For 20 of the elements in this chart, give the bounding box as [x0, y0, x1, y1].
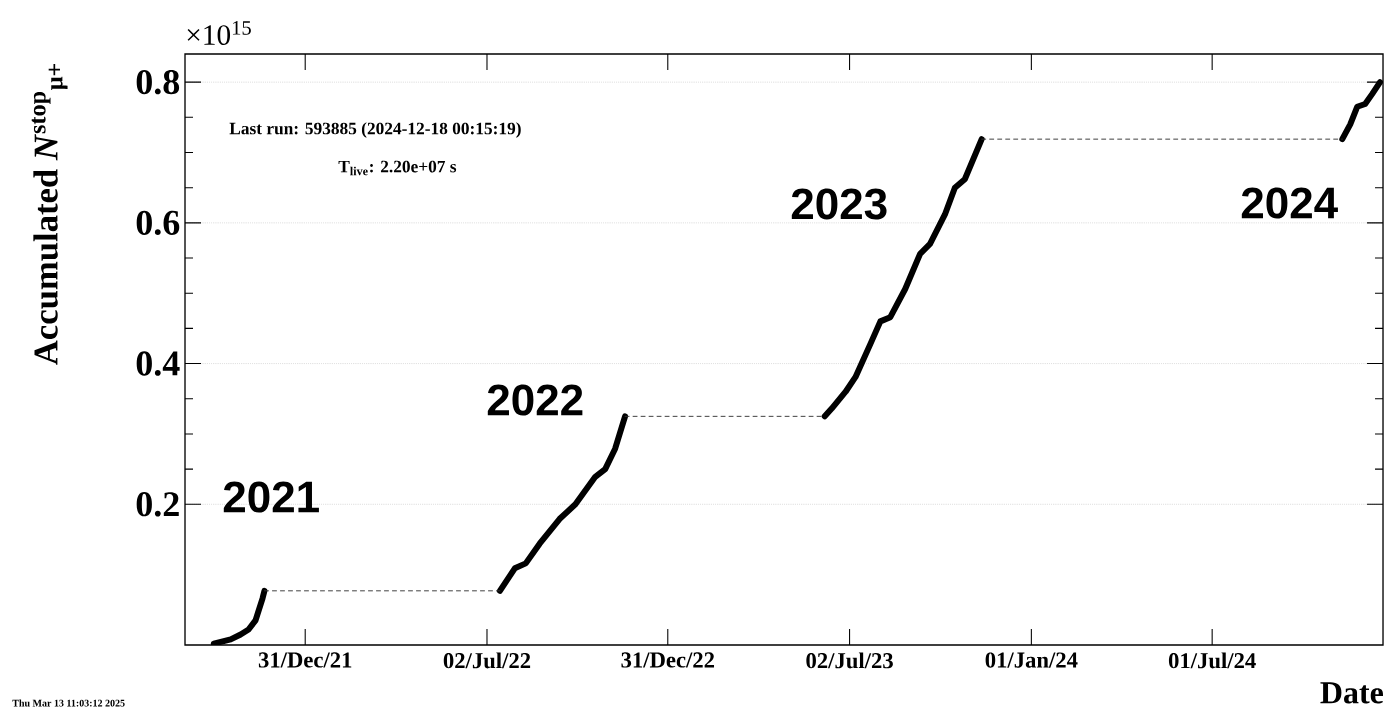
annotation: 2022: [487, 384, 583, 416]
annotation: 2021: [223, 481, 319, 513]
x-tick-label: 01/Jan/24: [985, 652, 1078, 668]
x-tick-label: 01/Jul/24: [1168, 652, 1256, 669]
y-tick-label: 0.4: [136, 351, 180, 376]
y-axis-title: Accumulated N$^{stop}$μ+: [31, 63, 68, 365]
annotation: 2024: [1241, 187, 1338, 219]
x-tick-label: 02/Jul/22: [443, 652, 531, 669]
x-axis-title: Date: [1320, 682, 1384, 704]
x-tick-label: 31/Dec/21: [258, 652, 352, 668]
x-tick-label: 31/Dec/22: [621, 652, 715, 668]
annotation: 2023: [791, 188, 887, 220]
y-tick-label: 0.6: [136, 210, 180, 236]
annotation: T$_{live}$: 2.20e+07 s: [338, 160, 457, 176]
x-tick-label: 02/Jul/23: [806, 652, 893, 669]
y-tick-label: 0.8: [136, 69, 180, 95]
text: Thu Mar 13 11:03:12 2025: [12, 699, 125, 707]
text: ×10$^{15}$: [187, 21, 251, 45]
y-tick-label: 0.2: [136, 492, 179, 517]
annotation: Last run: 593885 (2024-12-18 00:15:19): [229, 122, 521, 138]
